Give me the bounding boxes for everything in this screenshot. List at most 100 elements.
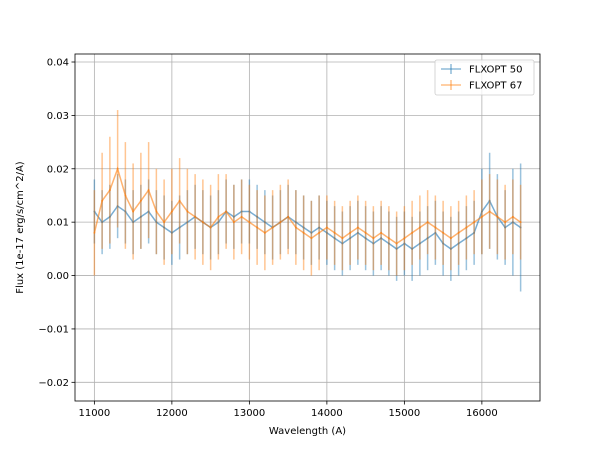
data-point xyxy=(116,167,119,170)
data-point xyxy=(263,231,266,234)
data-point xyxy=(395,242,398,245)
series-line xyxy=(93,199,522,250)
y-tick-label: 0.01 xyxy=(47,218,69,229)
x-tick-label: 12000 xyxy=(156,408,188,419)
data-point xyxy=(132,210,135,213)
data-point xyxy=(116,205,119,208)
data-point xyxy=(333,237,336,240)
data-point xyxy=(93,231,96,234)
legend-label-flxopt-50: FLXOPT 50 xyxy=(469,65,522,76)
data-point xyxy=(108,215,111,218)
y-tick-label: 0.03 xyxy=(47,111,69,122)
data-point xyxy=(488,199,491,202)
y-axis: −0.02 −0.01 0.00 0.01 0.02 0.03 0.04 xyxy=(38,58,75,389)
data-point xyxy=(356,231,359,234)
data-point xyxy=(426,237,429,240)
x-tick-label: 16000 xyxy=(466,408,498,419)
data-point xyxy=(465,237,468,240)
data-point xyxy=(232,215,235,218)
data-point xyxy=(240,215,243,218)
data-point xyxy=(186,210,189,213)
data-point xyxy=(511,221,514,224)
y-tick-label: 0.04 xyxy=(47,58,69,69)
data-point xyxy=(302,226,305,229)
y-axis-label: Flux (1e-17 erg/s/cm^2/A) xyxy=(15,161,26,293)
data-point xyxy=(349,237,352,240)
data-point xyxy=(449,247,452,250)
data-point xyxy=(488,210,491,213)
data-point xyxy=(217,215,220,218)
y-tick-label: 0.00 xyxy=(47,271,69,282)
data-point xyxy=(302,231,305,234)
data-point xyxy=(271,226,274,229)
data-point xyxy=(364,231,367,234)
data-point xyxy=(449,237,452,240)
data-point xyxy=(256,215,259,218)
data-point xyxy=(473,221,476,224)
data-point xyxy=(101,221,104,224)
x-tick-label: 11000 xyxy=(78,408,110,419)
data-point xyxy=(465,226,468,229)
data-point xyxy=(186,221,189,224)
series-flxopt-50 xyxy=(93,152,522,292)
data-point xyxy=(504,226,507,229)
data-point xyxy=(217,221,220,224)
data-point xyxy=(318,231,321,234)
legend-label-flxopt-67: FLXOPT 67 xyxy=(469,81,522,92)
grid-lines xyxy=(75,54,540,401)
data-point xyxy=(178,226,181,229)
data-point xyxy=(147,189,150,192)
y-tick-label: −0.01 xyxy=(38,324,69,335)
data-point xyxy=(209,226,212,229)
data-point xyxy=(395,247,398,250)
data-point xyxy=(225,210,228,213)
data-point xyxy=(325,231,328,234)
data-point xyxy=(380,237,383,240)
data-point xyxy=(240,210,243,213)
data-point xyxy=(372,242,375,245)
plot-frame xyxy=(74,53,541,402)
x-tick-label: 14000 xyxy=(311,408,343,419)
data-point xyxy=(294,221,297,224)
data-point xyxy=(194,215,197,218)
data-point xyxy=(442,242,445,245)
data-point xyxy=(333,231,336,234)
x-axis: 11000 12000 13000 14000 15000 16000 xyxy=(78,401,498,419)
data-point xyxy=(132,221,135,224)
data-point xyxy=(403,237,406,240)
data-point xyxy=(101,199,104,202)
data-point xyxy=(248,210,251,213)
data-point xyxy=(519,221,522,224)
data-point xyxy=(201,221,204,224)
y-tick-label: 0.02 xyxy=(47,164,69,175)
series-flxopt-67 xyxy=(93,110,522,276)
data-point xyxy=(108,189,111,192)
data-point xyxy=(147,210,150,213)
data-point xyxy=(279,221,282,224)
data-point xyxy=(349,231,352,234)
data-point xyxy=(170,231,173,234)
data-point xyxy=(139,199,142,202)
data-point xyxy=(411,231,414,234)
x-tick-label: 15000 xyxy=(388,408,420,419)
data-point xyxy=(387,237,390,240)
data-point xyxy=(287,215,290,218)
data-point xyxy=(457,242,460,245)
data-point xyxy=(418,242,421,245)
data-point xyxy=(418,226,421,229)
data-point xyxy=(124,210,127,213)
data-point xyxy=(434,231,437,234)
data-point xyxy=(294,226,297,229)
data-point xyxy=(380,231,383,234)
data-point xyxy=(232,221,235,224)
data-point xyxy=(372,237,375,240)
data-point xyxy=(310,231,313,234)
data-point xyxy=(411,247,414,250)
data-point xyxy=(356,226,359,229)
data-point xyxy=(504,221,507,224)
data-point xyxy=(155,221,158,224)
data-point xyxy=(511,215,514,218)
data-point xyxy=(480,215,483,218)
data-point xyxy=(473,231,476,234)
